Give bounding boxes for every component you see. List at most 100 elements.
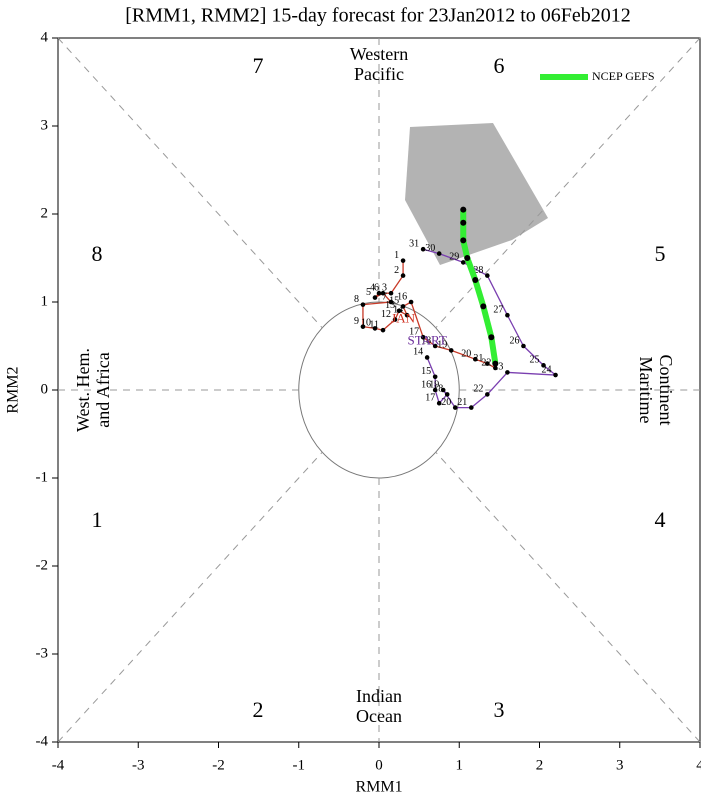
point-label: 7 xyxy=(382,291,387,302)
x-tick-label: 4 xyxy=(696,757,701,773)
point-label: 5 xyxy=(366,287,371,298)
trajectory-point xyxy=(492,360,499,367)
phase-label: 4 xyxy=(655,507,666,532)
x-tick-label: -1 xyxy=(293,757,306,773)
y-tick-label: -1 xyxy=(36,469,49,485)
trajectory-point xyxy=(485,392,490,397)
trajectory-point xyxy=(488,334,495,341)
point-label: 17 xyxy=(409,326,419,337)
point-label: 23 xyxy=(493,362,503,373)
trajectory-point xyxy=(424,355,430,360)
trajectory-point xyxy=(505,312,510,318)
trajectory-point xyxy=(468,405,474,410)
trajectory-point xyxy=(521,343,526,349)
chart-title: [RMM1, RMM2] 15-day forecast for 23Jan20… xyxy=(125,5,631,27)
point-label: 3 xyxy=(382,282,387,293)
trajectory-point xyxy=(400,304,406,309)
y-tick-label: 0 xyxy=(41,381,49,397)
trajectory-point xyxy=(396,308,402,314)
trajectory-point xyxy=(444,392,450,397)
point-label: 16 xyxy=(421,379,431,390)
point-label: 25 xyxy=(530,355,540,366)
point-label: 14 xyxy=(393,304,403,315)
y-tick-label: -3 xyxy=(36,645,49,661)
annotation: JAN xyxy=(391,311,415,326)
trajectory-point xyxy=(460,206,467,213)
phase-label: 2 xyxy=(253,697,264,722)
y-tick-label: 1 xyxy=(41,293,49,309)
y-tick-label: 4 xyxy=(41,29,49,45)
trajectory-point xyxy=(460,219,467,226)
trajectory-point xyxy=(505,370,510,375)
trajectory-point xyxy=(436,400,442,406)
phase-label: 5 xyxy=(655,241,666,266)
point-label: 9 xyxy=(354,316,359,327)
region-label: Maritime xyxy=(636,357,656,424)
point-label: 22 xyxy=(481,357,491,368)
trajectory-point xyxy=(473,356,478,362)
point-label: 19 xyxy=(437,340,447,351)
trajectory-point xyxy=(472,277,479,283)
trajectory-point xyxy=(452,405,458,410)
point-label: 4 xyxy=(370,282,375,293)
trajectory-point xyxy=(372,326,378,331)
y-tick-label: -4 xyxy=(36,733,49,749)
point-label: 8 xyxy=(354,294,359,305)
trajectory-point xyxy=(432,387,438,393)
trajectory-point xyxy=(464,255,471,261)
legend-label: NCEP GEFS xyxy=(592,69,655,83)
phase-label: 7 xyxy=(253,53,264,78)
point-label: 30 xyxy=(425,243,435,254)
x-tick-label: 0 xyxy=(375,757,383,773)
point-label: 29 xyxy=(449,252,459,263)
y-tick-label: -2 xyxy=(36,557,49,573)
region-label: West. Hem. xyxy=(73,348,93,432)
region-label: Indian xyxy=(356,686,402,706)
trajectory-point xyxy=(480,303,487,310)
phase-label: 8 xyxy=(92,241,103,266)
point-label: 20 xyxy=(461,348,471,359)
point-label: 12 xyxy=(381,309,391,320)
trajectory-point xyxy=(360,302,366,307)
point-label: 22 xyxy=(473,384,483,395)
point-label: 14 xyxy=(413,347,423,358)
point-label: 13 xyxy=(385,300,395,311)
trajectory-point xyxy=(376,290,382,296)
point-label: 21 xyxy=(457,397,467,408)
point-label: 6 xyxy=(374,282,379,293)
x-axis-label: RMM1 xyxy=(355,779,402,796)
trajectory-point xyxy=(493,365,498,371)
region-label: Pacific xyxy=(354,64,404,84)
trajectory-point xyxy=(360,324,366,329)
point-label: 11 xyxy=(369,319,379,330)
point-label: 27 xyxy=(493,304,503,315)
x-tick-label: -3 xyxy=(132,757,145,773)
point-label: 28 xyxy=(473,265,483,276)
point-label: 16 xyxy=(397,291,407,302)
trajectory-point xyxy=(392,317,398,322)
point-label: 20 xyxy=(441,397,451,408)
x-tick-label: 1 xyxy=(456,757,464,773)
region-label: Continent xyxy=(656,355,676,426)
trajectory-point xyxy=(485,361,490,366)
trajectory-point xyxy=(380,327,386,333)
trajectory-point xyxy=(432,374,438,380)
x-tick-label: 3 xyxy=(616,757,624,773)
point-label: 17 xyxy=(425,392,435,403)
trajectory-point xyxy=(553,372,558,378)
y-tick-label: 3 xyxy=(41,117,49,133)
trajectory-point xyxy=(404,312,410,318)
trajectory-point xyxy=(440,387,446,393)
point-label: 31 xyxy=(409,238,419,249)
trajectory-point xyxy=(460,260,466,265)
trajectory-point xyxy=(541,363,546,368)
x-tick-label: -4 xyxy=(52,757,65,773)
point-label: 2 xyxy=(394,265,399,276)
point-label: 26 xyxy=(509,335,519,346)
y-tick-label: 2 xyxy=(41,205,49,221)
trajectory-point xyxy=(388,299,394,305)
trajectory-point xyxy=(432,343,438,349)
